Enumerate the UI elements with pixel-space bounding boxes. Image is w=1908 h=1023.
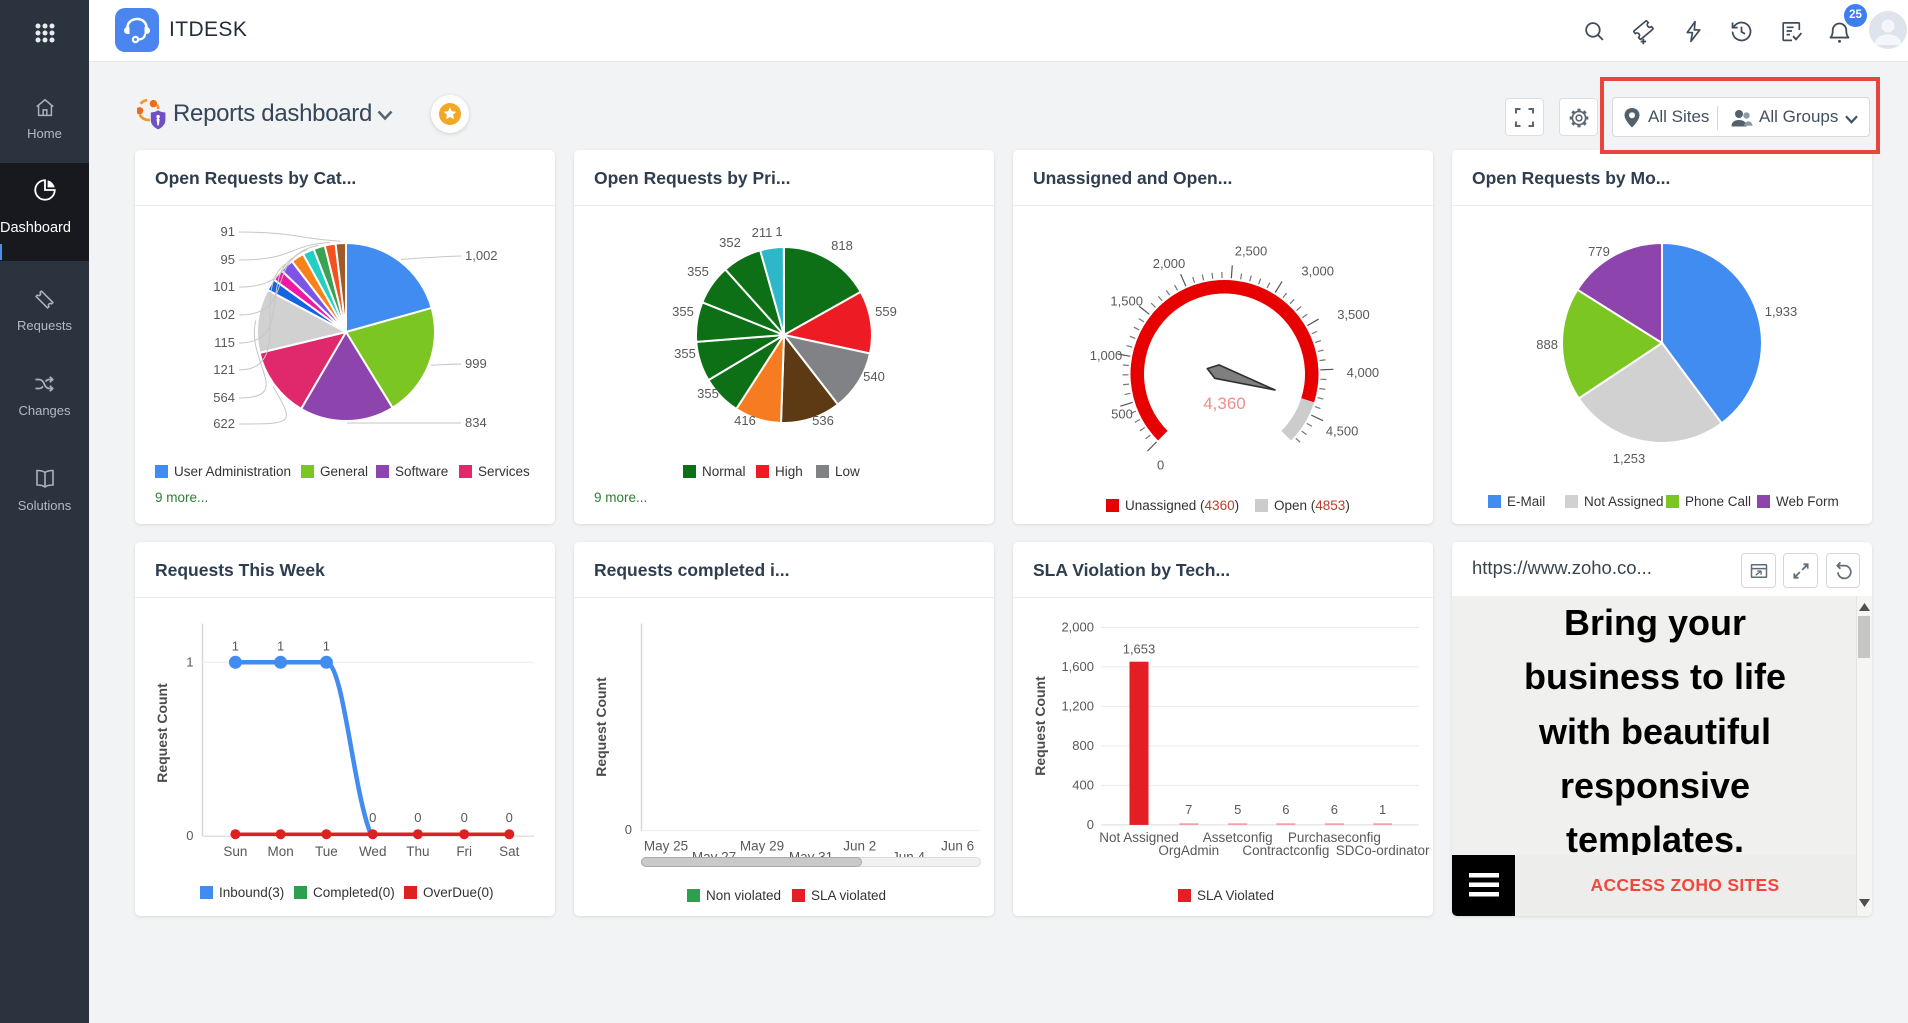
svg-text:1,000: 1,000	[1090, 348, 1123, 363]
svg-text:211: 211	[752, 225, 773, 240]
svg-text:1: 1	[277, 638, 284, 653]
svg-text:0: 0	[506, 810, 513, 825]
svg-text:Fri: Fri	[456, 844, 472, 859]
svg-text:0: 0	[1087, 817, 1094, 832]
svg-text:Not Assigned: Not Assigned	[1099, 830, 1179, 845]
svg-text:2,000: 2,000	[1153, 256, 1186, 271]
svg-text:355: 355	[697, 386, 719, 401]
svg-text:0: 0	[414, 810, 421, 825]
svg-text:2,000: 2,000	[1061, 619, 1094, 634]
svg-text:1,253: 1,253	[1613, 451, 1646, 466]
svg-text:Contractconfig: Contractconfig	[1242, 843, 1329, 858]
svg-text:7: 7	[1185, 802, 1192, 817]
svg-text:115: 115	[214, 335, 235, 350]
svg-text:May 29: May 29	[740, 839, 784, 854]
svg-text:1,200: 1,200	[1061, 698, 1094, 713]
svg-text:1,653: 1,653	[1123, 642, 1156, 657]
svg-text:Request Count: Request Count	[1032, 676, 1048, 776]
svg-text:4,000: 4,000	[1347, 365, 1380, 380]
svg-text:Sat: Sat	[499, 844, 520, 859]
svg-text:1,002: 1,002	[465, 248, 498, 263]
svg-text:2,500: 2,500	[1235, 244, 1268, 259]
svg-text:355: 355	[674, 346, 696, 361]
svg-text:999: 999	[465, 356, 487, 371]
svg-text:352: 352	[719, 235, 741, 250]
svg-text:1,933: 1,933	[1765, 304, 1798, 319]
svg-text:Request Count: Request Count	[154, 683, 170, 783]
svg-text:818: 818	[831, 238, 853, 253]
svg-text:Mon: Mon	[267, 844, 293, 859]
svg-text:Assetconfig: Assetconfig	[1203, 830, 1273, 845]
svg-text:May 25: May 25	[644, 839, 688, 854]
svg-text:4,500: 4,500	[1326, 424, 1359, 439]
svg-text:3,000: 3,000	[1301, 264, 1334, 279]
svg-text:1: 1	[1379, 802, 1386, 817]
svg-text:500: 500	[1111, 407, 1133, 422]
svg-text:888: 888	[1536, 337, 1558, 352]
svg-text:416: 416	[734, 413, 756, 428]
svg-text:800: 800	[1072, 738, 1094, 753]
svg-text:OrgAdmin: OrgAdmin	[1158, 843, 1219, 858]
svg-text:0: 0	[625, 822, 632, 837]
svg-text:400: 400	[1072, 777, 1094, 792]
svg-text:Purchaseconfig: Purchaseconfig	[1288, 830, 1381, 845]
svg-text:1: 1	[232, 638, 239, 653]
svg-text:0: 0	[369, 810, 376, 825]
svg-text:3,500: 3,500	[1337, 307, 1370, 322]
svg-text:1,600: 1,600	[1061, 659, 1094, 674]
svg-text:540: 540	[863, 369, 885, 384]
svg-text:101: 101	[213, 279, 235, 294]
svg-text:5: 5	[1234, 802, 1241, 817]
svg-text:622: 622	[213, 416, 235, 431]
svg-text:Request Count: Request Count	[593, 677, 609, 777]
svg-text:6: 6	[1331, 802, 1338, 817]
svg-text:536: 536	[812, 413, 834, 428]
svg-text:564: 564	[213, 390, 235, 405]
svg-text:Jun 6: Jun 6	[941, 839, 974, 854]
svg-text:0: 0	[461, 810, 468, 825]
svg-text:Tue: Tue	[315, 844, 338, 859]
svg-text:91: 91	[221, 224, 235, 239]
svg-text:0: 0	[186, 828, 193, 843]
svg-text:0: 0	[1157, 457, 1164, 472]
svg-text:1,500: 1,500	[1110, 294, 1143, 309]
svg-text:355: 355	[687, 264, 709, 279]
svg-text:6: 6	[1282, 802, 1289, 817]
svg-text:Thu: Thu	[406, 844, 429, 859]
svg-text:1: 1	[186, 654, 193, 669]
svg-text:834: 834	[465, 415, 487, 430]
svg-text:1: 1	[323, 638, 330, 653]
svg-text:Sun: Sun	[223, 844, 247, 859]
svg-text:Wed: Wed	[359, 844, 387, 859]
svg-text:355: 355	[672, 304, 694, 319]
svg-text:Jun 2: Jun 2	[843, 839, 876, 854]
svg-text:779: 779	[1588, 244, 1610, 259]
svg-text:559: 559	[875, 304, 897, 319]
svg-text:102: 102	[213, 307, 235, 322]
svg-text:121: 121	[213, 362, 235, 377]
svg-text:4,360: 4,360	[1203, 394, 1246, 413]
svg-text:1: 1	[775, 224, 782, 239]
svg-text:95: 95	[221, 252, 235, 267]
svg-text:SDCo-ordinator: SDCo-ordinator	[1336, 843, 1430, 858]
